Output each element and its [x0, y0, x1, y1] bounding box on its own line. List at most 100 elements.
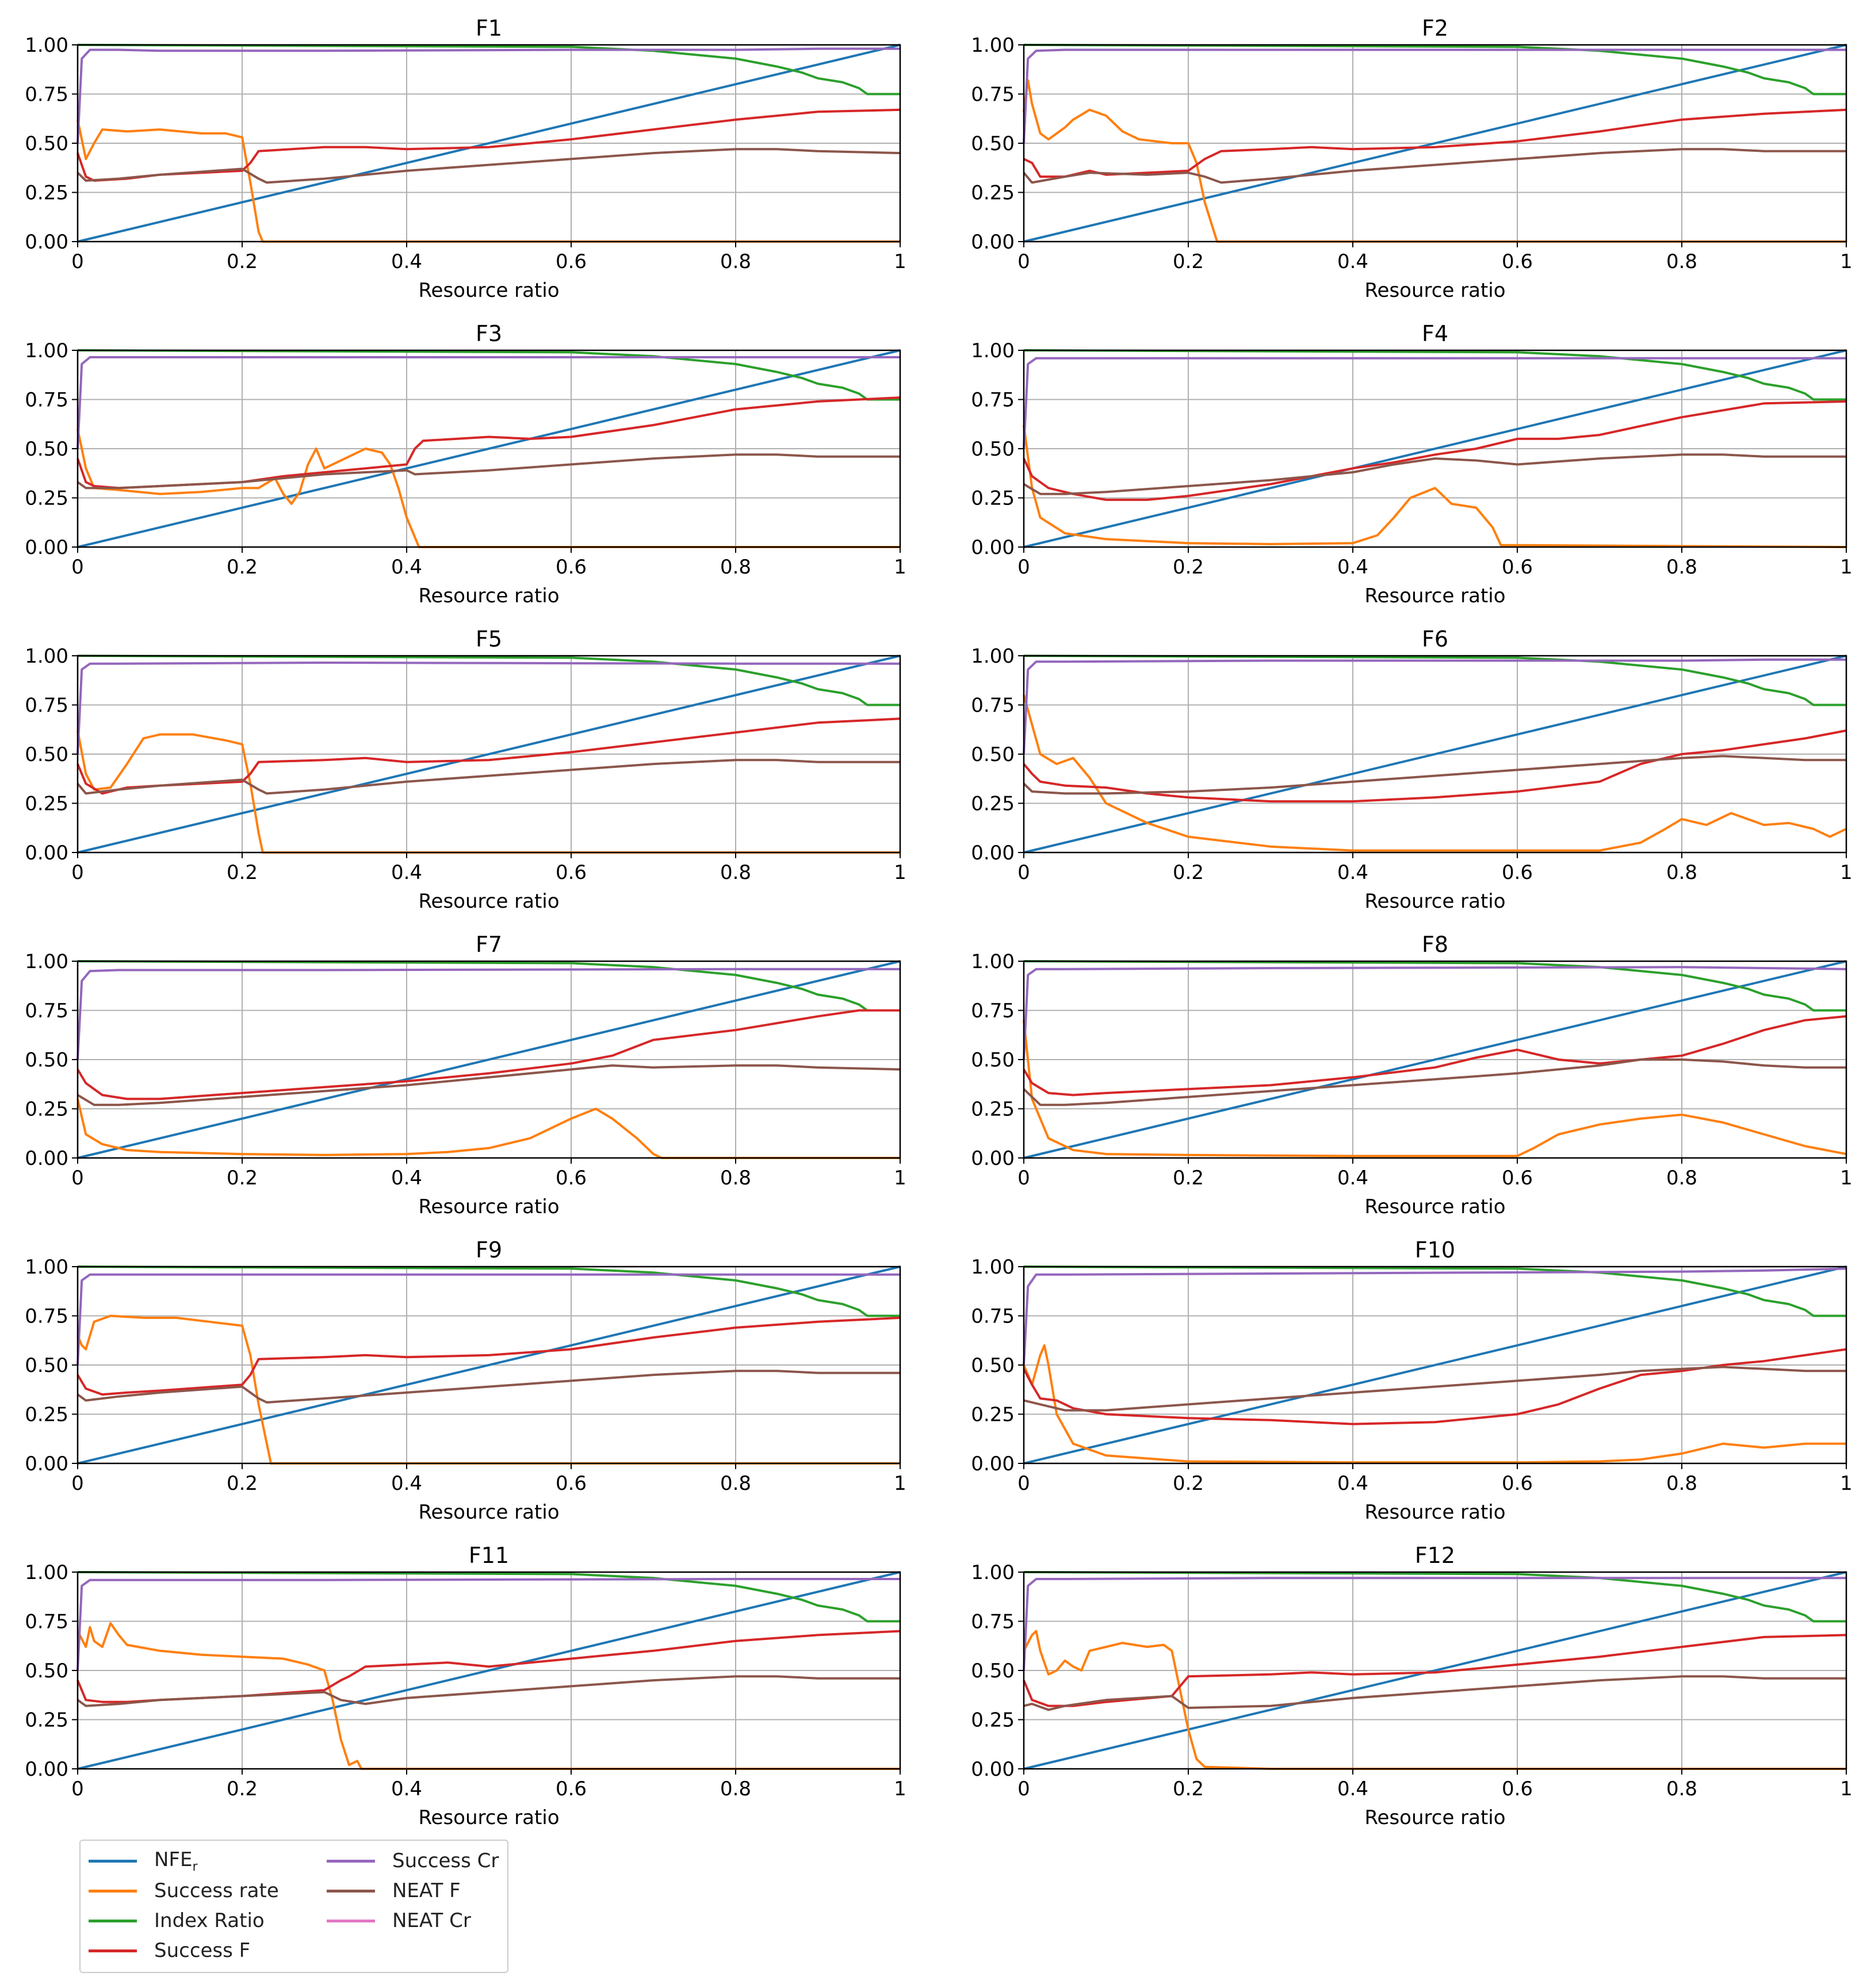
y-tick-label: 1.00 — [971, 1561, 1015, 1584]
series-line-success-rate — [1023, 1630, 1846, 1770]
x-tick-label: 0.2 — [1173, 250, 1204, 273]
x-tick-label: 0.2 — [1173, 1472, 1204, 1495]
x-tick-label: 0 — [71, 1167, 84, 1190]
x-tick-label: 0.6 — [556, 1167, 587, 1190]
series-line-success-cr — [1023, 658, 1846, 755]
series-line-success-cr — [76, 662, 900, 755]
series-line-success-cr — [1023, 1267, 1847, 1366]
x-axis-label: Resource ratio — [418, 1195, 559, 1218]
y-tick-label: 0.75 — [25, 1611, 68, 1634]
series-line-nfer — [1023, 349, 1847, 548]
x-tick-label: 1 — [1840, 1472, 1853, 1495]
x-tick-label: 0.8 — [1666, 250, 1697, 273]
x-tick-label: 0.2 — [1173, 1167, 1204, 1190]
y-tick-label: 0.50 — [971, 438, 1015, 461]
y-tick-label: 0.25 — [25, 793, 68, 816]
series-line-index-ratio — [1023, 960, 1846, 1012]
chart-title: F1 — [476, 16, 502, 41]
x-tick-label: 0.6 — [556, 1777, 587, 1800]
x-tick-label: 0.4 — [1337, 250, 1368, 273]
series-line-neat-f — [76, 759, 900, 795]
series-line-index-ratio — [1023, 349, 1846, 401]
x-tick-label: 0.8 — [720, 1777, 751, 1800]
chart-f9: 0 0.2 0.4 0.6 0.8 1 0.00 0.25 0.50 0.75 1.00 F9 Reso… — [25, 1237, 906, 1524]
chart-title: F2 — [1422, 16, 1448, 41]
y-tick-label: 0.50 — [25, 438, 68, 461]
chart-title: F9 — [476, 1237, 502, 1263]
series-line-index-ratio — [77, 44, 900, 95]
x-tick-label: 0 — [71, 1472, 84, 1495]
x-tick-label: 1 — [894, 1777, 906, 1800]
chart-f4: 0 0.2 0.4 0.6 0.8 1 0.00 0.25 0.50 0.75 1.00 F4 Reso… — [971, 321, 1853, 607]
x-tick-label: 1 — [894, 1472, 906, 1495]
x-tick-label: 0.4 — [391, 1777, 422, 1800]
series-line-neat-f — [1023, 1058, 1846, 1106]
y-tick-label: 0.75 — [25, 389, 68, 412]
x-axis-label: Resource ratio — [1364, 1195, 1505, 1218]
chart-f2: 0 0.2 0.4 0.6 0.8 1 0.00 0.25 0.50 0.75 1.00 F2 Reso… — [971, 16, 1853, 302]
x-tick-label: 0.6 — [556, 861, 587, 884]
chart-f7: 0 0.2 0.4 0.6 0.8 1 0.00 0.25 0.50 0.75 1.00 F7 Reso… — [25, 932, 906, 1218]
series-line-index-ratio — [77, 655, 900, 706]
y-tick-label: 0.50 — [25, 132, 68, 155]
y-tick-label: 1.00 — [971, 1256, 1015, 1279]
series-line-success-rate — [76, 1622, 900, 1770]
y-tick-label: 0.50 — [25, 743, 68, 766]
series-line-success-cr — [76, 968, 900, 1060]
series-line-success-f — [76, 1009, 900, 1100]
y-tick-label: 1.00 — [25, 1256, 68, 1279]
legend-line-neat-f — [327, 1889, 375, 1893]
x-tick-label: 0.4 — [391, 861, 422, 884]
legend-line-success-cr — [327, 1859, 375, 1863]
series-line-nfer — [1023, 960, 1847, 1159]
series-line-success-cr — [1023, 357, 1846, 449]
chart-title: F12 — [1415, 1543, 1455, 1568]
series-line-success-rate — [1023, 1344, 1846, 1464]
x-tick-label: 0.4 — [1337, 1472, 1368, 1495]
y-tick-label: 0.00 — [25, 842, 68, 865]
y-tick-label: 0.25 — [971, 1709, 1015, 1732]
x-tick-label: 0 — [71, 861, 84, 884]
y-tick-label: 1.00 — [25, 1561, 68, 1584]
x-axis-label: Resource ratio — [1364, 279, 1505, 302]
y-tick-label: 0.00 — [25, 1147, 68, 1170]
legend-label-success-f: Success F — [154, 1939, 251, 1962]
x-tick-label: 0.4 — [1337, 1167, 1368, 1190]
series-line-success-cr — [1023, 1577, 1846, 1671]
x-tick-label: 0 — [1017, 1472, 1030, 1495]
y-tick-label: 0.50 — [971, 1049, 1015, 1072]
chart-title: F8 — [1422, 932, 1448, 957]
x-tick-label: 0.4 — [391, 556, 422, 579]
y-tick-label: 0.25 — [25, 182, 68, 205]
series-line-success-rate — [76, 119, 900, 243]
series-line-neat-f — [76, 453, 900, 490]
x-tick-label: 0.8 — [1666, 861, 1697, 884]
x-tick-label: 0.8 — [720, 1472, 751, 1495]
x-axis-label: Resource ratio — [418, 584, 559, 607]
x-tick-label: 0.4 — [391, 1472, 422, 1495]
legend-item-nfer: NFEr — [89, 1846, 198, 1875]
x-tick-label: 0 — [71, 1777, 84, 1800]
series-line-success-rate — [1023, 425, 1847, 548]
chart-title: F3 — [476, 321, 502, 346]
x-tick-label: 0.6 — [1502, 1777, 1533, 1800]
y-tick-label: 0.25 — [971, 487, 1015, 510]
y-tick-label: 0.75 — [25, 1305, 68, 1328]
chart-f1: 0 0.2 0.4 0.6 0.8 1 0.00 0.25 0.50 0.75 1.00 F1 Reso… — [25, 16, 906, 302]
legend-item-success-f: Success F — [89, 1936, 250, 1965]
y-tick-label: 0.25 — [25, 1709, 68, 1732]
chart-f3: 0 0.2 0.4 0.6 0.8 1 0.00 0.25 0.50 0.75 1.00 F3 Reso… — [25, 321, 906, 607]
chart-f6: 0 0.2 0.4 0.6 0.8 1 0.00 0.25 0.50 0.75 1.00 F6 Reso… — [971, 626, 1853, 913]
series-line-nfer — [77, 960, 901, 1159]
series-line-success-rate — [76, 730, 900, 854]
x-tick-label: 0.6 — [1502, 1167, 1533, 1190]
y-tick-label: 0.00 — [971, 231, 1015, 254]
x-tick-label: 1 — [1840, 556, 1853, 579]
series-line-nfer — [77, 44, 901, 243]
series-line-nfer — [77, 1266, 901, 1465]
x-tick-label: 0.2 — [1173, 861, 1204, 884]
chart-title: F6 — [1422, 626, 1448, 652]
y-tick-label: 0.75 — [25, 83, 68, 106]
x-tick-label: 0.8 — [1666, 1472, 1697, 1495]
